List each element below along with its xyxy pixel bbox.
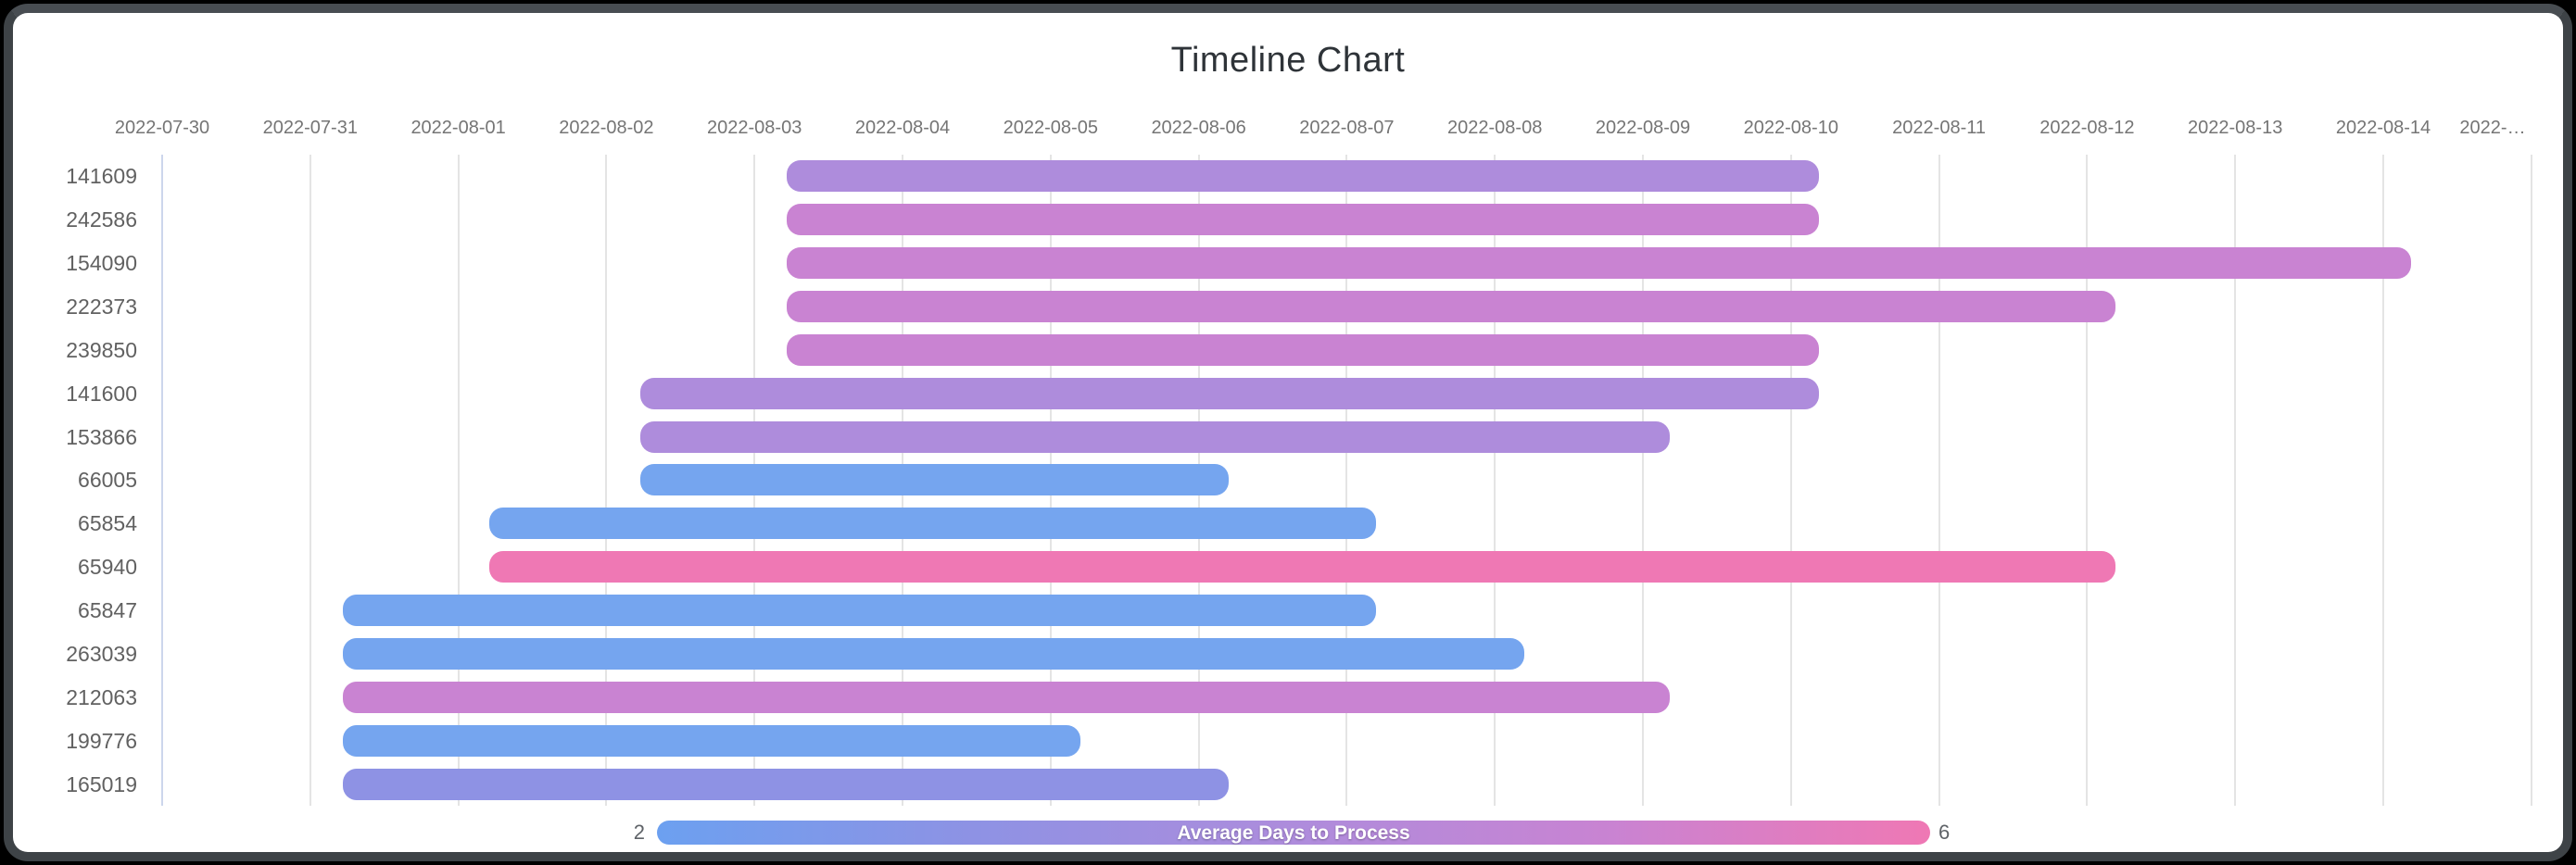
y-tick-label: 66005	[78, 468, 137, 493]
x-tick-label: 2022-08-04	[854, 118, 951, 138]
x-tick-label: 2022-08-14	[2335, 118, 2431, 138]
x-gridline	[2530, 155, 2532, 806]
y-tick-label: 222373	[66, 295, 137, 319]
x-tick-label: 2022-08-02	[559, 118, 654, 138]
y-tick-label: 141609	[66, 164, 137, 189]
x-tick-label: 2022-08-10	[1743, 118, 1838, 138]
timeline-bar-212063[interactable]	[342, 681, 1670, 713]
timeline-bar-222373[interactable]	[787, 291, 2115, 322]
y-tick-label: 263039	[66, 641, 137, 666]
y-tick-label: 141600	[66, 381, 137, 406]
timeline-bar-141600[interactable]	[640, 377, 1820, 409]
y-tick-label: 239850	[66, 337, 137, 362]
timeline-bar-242586[interactable]	[787, 204, 1820, 236]
y-tick-label: 65940	[78, 555, 137, 580]
y-tick-label: 153866	[66, 424, 137, 449]
x-tick-label: 2022-08-06	[1151, 118, 1246, 138]
y-tick-label: 165019	[66, 771, 137, 796]
chart-window: Timeline Chart 2022-07-30 2022-07-31 2022-…	[4, 4, 2572, 861]
timeline-bar-263039[interactable]	[342, 637, 1525, 670]
plot-area: Timeline Chart 2022-07-30 2022-07-31 2022-…	[13, 13, 2563, 852]
timeline-bar-239850[interactable]	[787, 333, 1820, 366]
timeline-bar-65940[interactable]	[489, 551, 2115, 583]
x-gridline	[457, 155, 460, 806]
x-tick-label: 2022-08-12	[2039, 118, 2135, 138]
timeline-bar-153866[interactable]	[640, 420, 1670, 453]
legend-gradient-bar[interactable]: Average Days to Process	[657, 821, 1930, 845]
timeline-bar-65854[interactable]	[489, 508, 1377, 540]
y-tick-label: 65854	[78, 511, 137, 536]
y-tick-label: 212063	[66, 684, 137, 709]
x-tick-label: 2022-07-31	[262, 118, 358, 138]
x-gridline	[1494, 155, 1496, 806]
x-tick-label: 2022-08-08	[1447, 118, 1543, 138]
timeline-bar-165019[interactable]	[342, 768, 1229, 800]
x-tick-label: 2022-08-09	[1595, 118, 1691, 138]
x-tick-label: 2022-07-30	[114, 118, 210, 138]
x-tick-label: 2022-08-11	[1892, 118, 1987, 138]
chart-title: Timeline Chart	[1170, 41, 1406, 80]
x-gridline	[2086, 155, 2089, 806]
x-gridline	[1345, 155, 1348, 806]
x-gridline	[2382, 155, 2384, 806]
legend-max-value: 6	[1938, 821, 1951, 844]
x-gridline	[2234, 155, 2237, 806]
timeline-bar-65847[interactable]	[342, 595, 1377, 627]
x-tick-label: 2022-08-01	[410, 118, 506, 138]
x-tick-label: 2022-08-13	[2188, 118, 2283, 138]
x-axis-line	[161, 155, 163, 806]
timeline-bar-154090[interactable]	[787, 247, 2412, 280]
x-gridline	[605, 155, 608, 806]
legend-min-value: 2	[633, 821, 645, 844]
timeline-bar-66005[interactable]	[640, 464, 1229, 496]
y-tick-label: 65847	[78, 598, 137, 623]
legend-title: Average Days to Process	[1177, 822, 1410, 844]
x-gridline	[1938, 155, 1940, 806]
x-tick-label: 2022-…	[2459, 118, 2526, 138]
x-tick-label: 2022-08-07	[1299, 118, 1395, 138]
timeline-bar-199776[interactable]	[342, 724, 1080, 757]
y-tick-label: 154090	[66, 251, 137, 276]
timeline-bar-141609[interactable]	[787, 160, 1820, 193]
x-gridline	[1642, 155, 1644, 806]
y-tick-label: 199776	[66, 728, 137, 753]
y-tick-label: 242586	[66, 207, 137, 232]
x-tick-label: 2022-08-03	[707, 118, 802, 138]
x-gridline	[309, 155, 311, 806]
x-tick-label: 2022-08-05	[1003, 118, 1098, 138]
x-gridline	[1789, 155, 1792, 806]
